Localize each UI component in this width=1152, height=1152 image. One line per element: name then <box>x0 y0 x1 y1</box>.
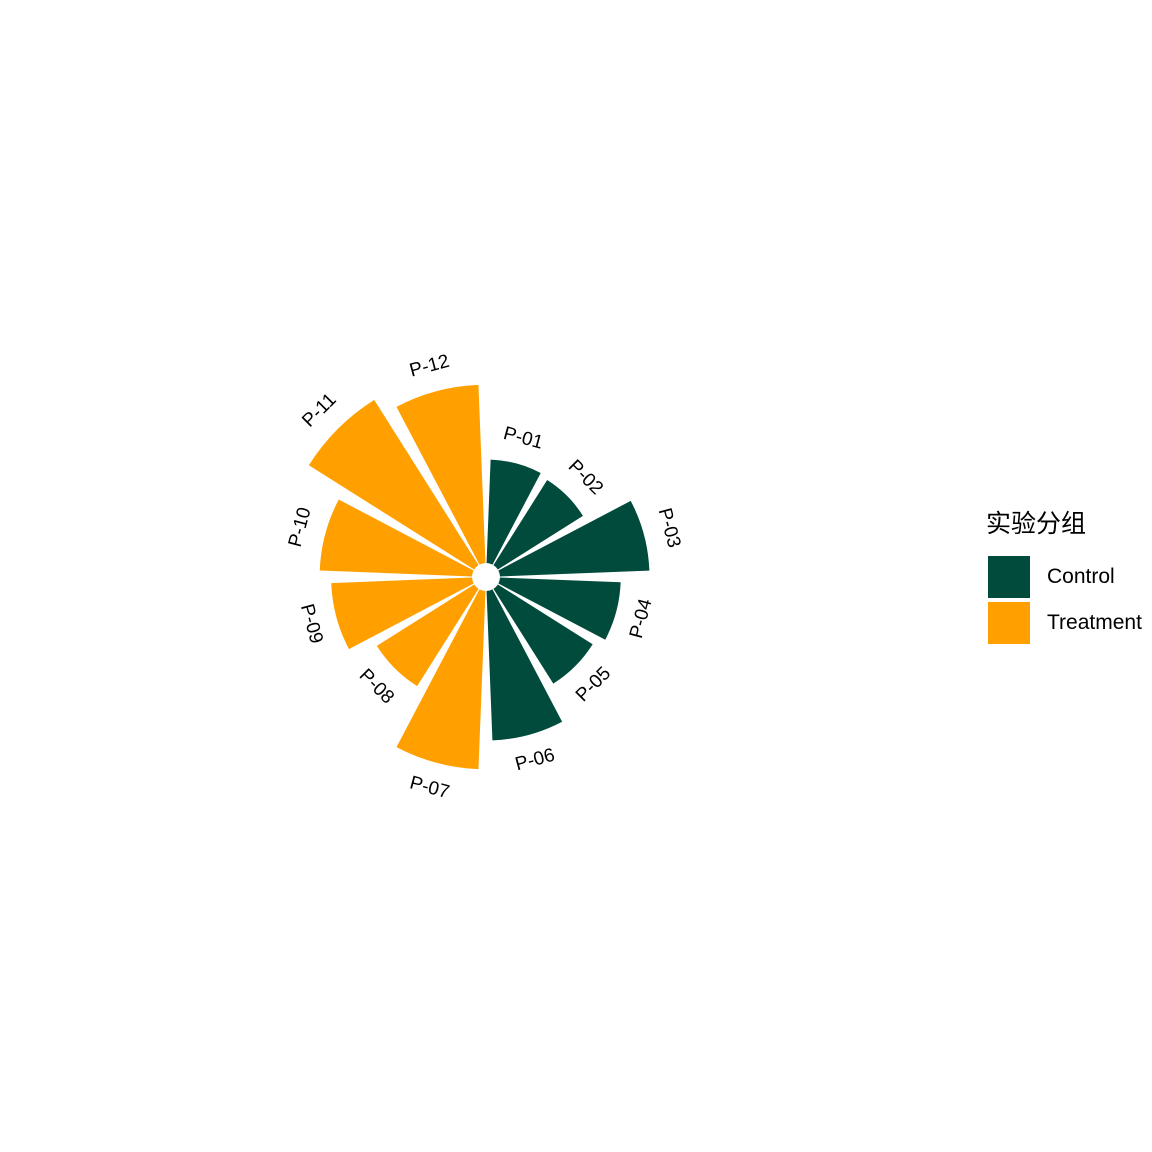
bar-p-09 <box>331 577 474 650</box>
legend-item-treatment: Treatment <box>986 600 1152 646</box>
label-p-09: P-09 <box>296 602 327 646</box>
bar-p-06 <box>486 589 563 741</box>
bar-p-10 <box>319 499 474 577</box>
legend-item-control: Control <box>986 554 1152 600</box>
bar-p-01 <box>486 459 541 565</box>
bar-p-05 <box>493 584 593 684</box>
label-p-07: P-07 <box>407 772 451 803</box>
legend-title: 实验分组 <box>986 509 1087 538</box>
bar-p-04 <box>498 577 621 640</box>
bar-p-12 <box>396 384 486 565</box>
legend-label-control: Control <box>1047 565 1115 588</box>
label-p-06: P-06 <box>513 745 557 776</box>
legend-key-control <box>988 556 1030 598</box>
bar-p-11 <box>308 399 479 570</box>
label-p-04: P-04 <box>626 596 657 641</box>
legend-key-treatment <box>988 602 1030 644</box>
tick-labels-layer: P-01 P-02 P-03 P-04 P-05 P-06 P-07 P-08 P-09 P-10… <box>285 351 685 803</box>
bar-p-02 <box>493 480 583 570</box>
legend: 实验分组 Control Treatment <box>986 506 1152 646</box>
label-p-08: P-08 <box>355 665 398 708</box>
label-p-11: P-11 <box>298 389 340 431</box>
legend-label-treatment: Treatment <box>1047 611 1142 634</box>
label-p-03: P-03 <box>654 506 685 550</box>
label-p-10: P-10 <box>285 505 316 549</box>
bar-p-07 <box>396 589 486 770</box>
bar-p-03 <box>498 500 650 577</box>
bars-layer <box>308 384 650 770</box>
label-p-05: P-05 <box>572 663 615 706</box>
bar-p-08 <box>376 584 479 687</box>
label-p-02: P-02 <box>564 456 607 499</box>
label-p-12: P-12 <box>407 351 451 382</box>
label-p-01: P-01 <box>501 423 545 454</box>
